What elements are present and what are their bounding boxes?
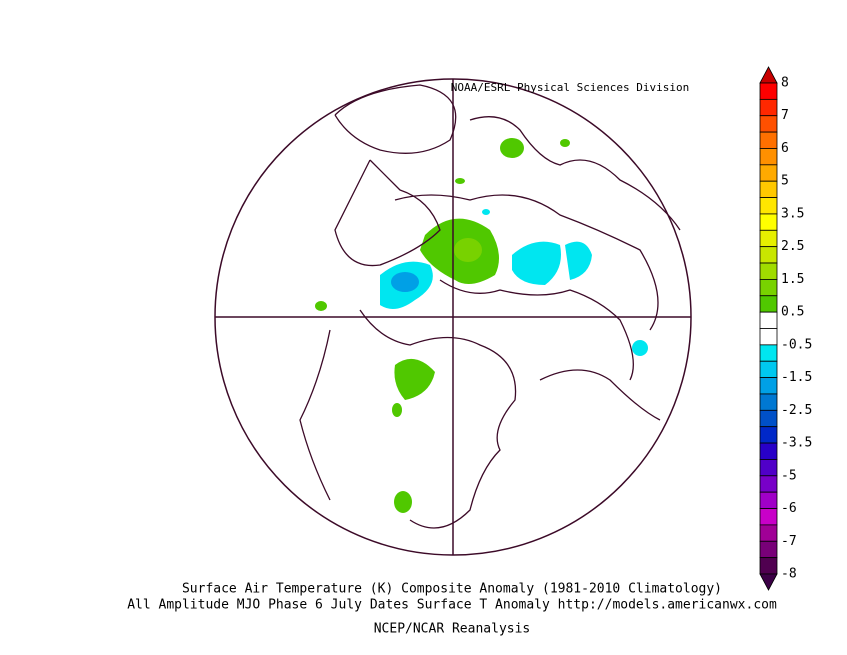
colorbar-label: 6 (781, 141, 789, 156)
colorbar-box (759, 278, 778, 297)
colorbar-box (759, 197, 778, 215)
colorbar-box (759, 377, 778, 395)
colorbar: 8 7 6 5 3.5 2.5 1.5 0.5 -0.5 -1.5 -2.5 -3.5 -5 -6 -7 -8 (759, 66, 812, 591)
colorbar-box (759, 508, 778, 526)
colorbar-box (759, 164, 778, 182)
colorbar-box (759, 82, 778, 100)
source: NCEP/NCAR Reanalysis (374, 622, 531, 637)
colorbar-label: -5 (781, 468, 797, 483)
coastlines (299, 84, 681, 529)
colorbar-label: 8 (781, 76, 789, 91)
colorbar-box (759, 459, 778, 477)
credit: NOAA/ESRL Physical Sciences Division (451, 81, 689, 94)
colorbar-label: 5 (781, 174, 789, 189)
title: Surface Air Temperature (K) Composite An… (182, 582, 722, 597)
colorbar-label: 1.5 (781, 272, 804, 287)
colorbar-box (759, 442, 778, 460)
colorbar-box (759, 295, 778, 313)
colorbar-box (759, 262, 778, 280)
colorbar-label: -7 (781, 534, 797, 549)
colorbar-box (759, 229, 778, 248)
colorbar-box (759, 540, 778, 559)
colorbar-box (759, 328, 778, 346)
colorbar-box (759, 148, 778, 166)
colorbar-box (759, 213, 778, 231)
colorbar-box (759, 426, 778, 444)
colorbar-arrow (759, 66, 778, 84)
colorbar-label: -6 (781, 501, 797, 516)
colorbar-box (759, 311, 778, 329)
colorbar-box (759, 524, 778, 542)
colorbar-box (759, 409, 778, 428)
colorbar-label: -0.5 (781, 337, 812, 352)
colorbar-label: -3.5 (781, 436, 812, 451)
colorbar-label: 0.5 (781, 305, 804, 320)
colorbar-label: -8 (781, 567, 797, 582)
map (214, 78, 692, 556)
colorbar-box (759, 475, 778, 493)
colorbar-label: 2.5 (781, 239, 804, 254)
colorbar-label: -1.5 (781, 370, 812, 385)
colorbar-box (759, 115, 778, 133)
colorbar-box (759, 131, 778, 149)
colorbar-box (759, 344, 778, 362)
title: All Amplitude MJO Phase 6 July Dates Sur… (127, 598, 777, 613)
anomaly-shading (315, 138, 648, 513)
colorbar-label: -2.5 (781, 403, 812, 418)
colorbar-box (759, 393, 778, 411)
colorbar-box (759, 98, 778, 117)
colorbar-box (759, 491, 778, 509)
colorbar-box (759, 360, 778, 379)
colorbar-label: 7 (781, 108, 789, 123)
colorbar-box (759, 246, 778, 264)
colorbar-label: 3.5 (781, 206, 804, 221)
colorbar-box (759, 180, 778, 198)
colorbar-box (759, 557, 778, 575)
colorbar-arrow (759, 573, 778, 591)
